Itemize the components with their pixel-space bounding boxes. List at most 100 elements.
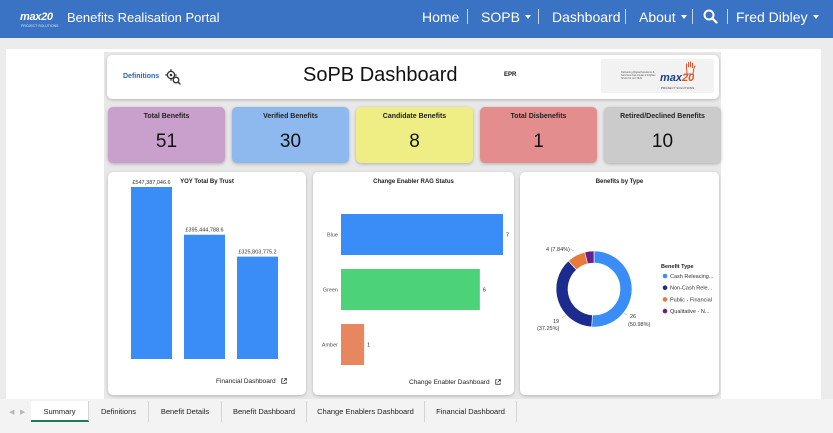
bar bbox=[341, 324, 365, 365]
bar bbox=[237, 256, 278, 359]
nav-divider bbox=[467, 9, 468, 24]
external-link-icon bbox=[495, 379, 502, 385]
kpi-value: 1 bbox=[533, 131, 544, 152]
change-enabler-dashboard-link-label: Change Enabler Dashboard bbox=[409, 379, 490, 386]
legend-entry: Qualitative - N... bbox=[670, 309, 710, 315]
tab-summary[interactable]: Summary bbox=[31, 401, 89, 422]
legend-swatch bbox=[662, 308, 668, 314]
chart-title: YOY Total By Trust bbox=[180, 179, 234, 185]
nav-dashboard[interactable]: Dashboard bbox=[552, 9, 621, 25]
user-name: Fred Dibley bbox=[736, 9, 808, 25]
kpi-retired-declined-benefits: Retired/Declined Benefits 10 bbox=[604, 107, 721, 163]
definitions-link[interactable]: Definitions bbox=[123, 73, 160, 80]
nav-divider bbox=[538, 9, 539, 24]
bar bbox=[184, 234, 225, 359]
kpi-candidate-benefits: Candidate Benefits 8 bbox=[356, 107, 473, 163]
label-leader-line bbox=[621, 311, 628, 316]
slice-data-label: (37.25%) bbox=[537, 326, 559, 332]
nav-about-dropdown[interactable]: About bbox=[639, 9, 687, 25]
chevron-right-icon[interactable]: ▶ bbox=[20, 409, 26, 416]
bar-data-label: £547,387,046.6 bbox=[132, 180, 170, 186]
nav-home-label: Home bbox=[422, 9, 460, 25]
logo-text: max20 bbox=[20, 11, 53, 23]
app-logo[interactable]: max20 PROJECT SOLUTIONS bbox=[20, 8, 60, 32]
legend-swatch bbox=[662, 297, 668, 302]
rag-status-chart-card: Change Enabler RAG Status Blue 7 Green 6 Amb… bbox=[313, 172, 514, 395]
rag-status-bar-chart: Blue 7 Green 6 Amber 1 bbox=[322, 214, 509, 365]
nav-divider bbox=[625, 9, 626, 24]
kpi-value: 51 bbox=[155, 131, 178, 152]
dashboard-header: Definitions SoPB Dashboard EPR Deliverin… bbox=[107, 55, 719, 99]
kpi-total-benefits: Total Benefits 51 bbox=[108, 107, 225, 163]
yoy-chart-card: YOY Total By Trust £547,387,046.6 £395,44… bbox=[108, 172, 306, 395]
chevron-left-icon[interactable]: ◀ bbox=[9, 409, 15, 416]
bar bbox=[341, 214, 503, 255]
slice-data-label: 4 (7.84%) bbox=[546, 247, 570, 253]
chevron-down-icon bbox=[812, 15, 819, 20]
nav-dashboard-label: Dashboard bbox=[552, 9, 621, 25]
logo-subtext: PROJECT SOLUTIONS bbox=[21, 24, 59, 28]
logo-brand-number: 20 bbox=[682, 72, 695, 84]
bar-data-label: £395,444,788.6 bbox=[185, 228, 223, 234]
slice-data-label: (50.98%) bbox=[628, 322, 650, 328]
app-title[interactable]: Benefits Realisation Portal bbox=[67, 10, 220, 25]
financial-dashboard-link-label: Financial Dashboard bbox=[216, 378, 276, 385]
financial-dashboard-link[interactable]: Financial Dashboard bbox=[216, 378, 288, 385]
category-label: Green bbox=[323, 288, 338, 294]
settings-search-icon[interactable] bbox=[165, 69, 181, 85]
tab-definitions[interactable]: Definitions bbox=[89, 401, 149, 422]
bar bbox=[341, 269, 480, 310]
legend-swatch bbox=[662, 273, 668, 279]
chart-title: Benefits by Type bbox=[595, 179, 644, 185]
chevron-down-icon bbox=[524, 15, 531, 20]
donut-slice bbox=[591, 250, 633, 328]
kpi-total-disbenefits: Total Disbenefits 1 bbox=[480, 107, 597, 163]
slice-data-label: 26 bbox=[630, 314, 636, 320]
legend-entry: Non-Cash Rele... bbox=[670, 286, 713, 292]
nav-divider bbox=[727, 9, 728, 24]
kpi-verified-benefits: Verified Benefits 30 bbox=[232, 107, 349, 163]
tab-benefit-details[interactable]: Benefit Details bbox=[149, 401, 222, 422]
category-label: Blue bbox=[327, 233, 338, 239]
label-leader-line bbox=[569, 248, 575, 252]
kpi-label: Candidate Benefits bbox=[382, 113, 447, 120]
search-icon[interactable] bbox=[703, 9, 718, 24]
chevron-down-icon bbox=[680, 15, 687, 20]
external-link-icon bbox=[281, 378, 288, 384]
hand-icon bbox=[686, 61, 696, 75]
nav-about-label: About bbox=[639, 9, 676, 25]
user-menu[interactable]: Fred Dibley bbox=[736, 9, 819, 25]
bar-data-label: £325,803,775.2 bbox=[238, 250, 276, 256]
kpi-label: Total Benefits bbox=[143, 113, 190, 120]
kpi-value: 30 bbox=[279, 131, 302, 152]
bar-data-label: 6 bbox=[483, 288, 486, 294]
kpi-label: Total Disbenefits bbox=[510, 113, 567, 120]
legend-swatch bbox=[662, 285, 668, 290]
category-label: Amber bbox=[322, 343, 338, 349]
logo-subtitle: PROJECT SOLUTIONS bbox=[661, 86, 695, 90]
page-title: SoPB Dashboard bbox=[303, 64, 458, 86]
logo-tagline: Delivering Digital Solutions & Services … bbox=[621, 71, 656, 81]
legend-entry: Cash Releacing... bbox=[670, 274, 714, 280]
nav-divider bbox=[692, 9, 693, 24]
max20-logo: Delivering Digital Solutions & Services … bbox=[601, 59, 714, 93]
nav-sopb-dropdown[interactable]: SOPB bbox=[481, 9, 531, 25]
kpi-value: 8 bbox=[409, 131, 420, 152]
yoy-bar-chart: £547,387,046.6 £395,444,788.6 £325,803,775… bbox=[131, 180, 278, 359]
logo-brand-text: max bbox=[660, 72, 683, 84]
benefits-by-type-chart-card: Benefits by Type 26 (50.98%) 19 (37.25%) 4 (… bbox=[520, 172, 719, 395]
slice-data-label: 19 bbox=[553, 319, 559, 325]
kpi-value: 10 bbox=[651, 131, 674, 152]
epr-label: EPR bbox=[504, 72, 517, 78]
change-enabler-dashboard-link[interactable]: Change Enabler Dashboard bbox=[409, 379, 502, 386]
legend-entry: Public - Financial bbox=[670, 297, 712, 303]
chart-title: Change Enabler RAG Status bbox=[373, 179, 454, 185]
benefits-by-type-donut-chart: 26 (50.98%) 19(37.25%) 4 (7.84%) Benefit Typ… bbox=[537, 247, 714, 332]
kpi-label: Retired/Declined Benefits bbox=[620, 113, 705, 120]
tab-financial-dashboard[interactable]: Financial Dashboard bbox=[425, 401, 517, 422]
label-leader-line bbox=[561, 314, 567, 319]
tab-change-enablers-dashboard[interactable]: Change Enablers Dashboard bbox=[307, 401, 425, 422]
nav-sopb-label: SOPB bbox=[481, 9, 520, 25]
nav-home[interactable]: Home bbox=[422, 9, 459, 25]
tab-benefit-dashboard[interactable]: Benefit Dashboard bbox=[222, 401, 307, 422]
